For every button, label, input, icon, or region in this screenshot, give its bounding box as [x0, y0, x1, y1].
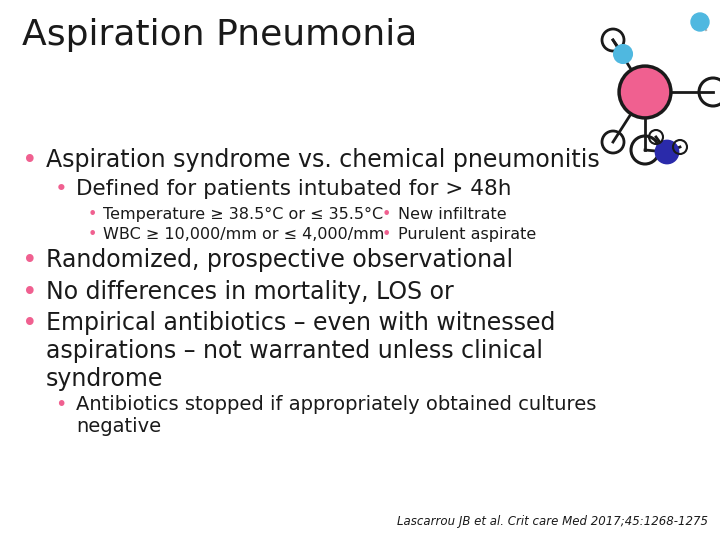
Text: New infiltrate: New infiltrate: [398, 207, 507, 221]
Text: No differences in mortality, LOS or: No differences in mortality, LOS or: [46, 280, 454, 303]
Text: Temperature ≥ 38.5°C or ≤ 35.5°C: Temperature ≥ 38.5°C or ≤ 35.5°C: [103, 207, 383, 221]
Text: •: •: [55, 395, 66, 414]
Circle shape: [619, 66, 671, 118]
Text: Aspiration Pneumonia: Aspiration Pneumonia: [22, 18, 418, 52]
Text: Antibiotics stopped if appropriately obtained cultures
negative: Antibiotics stopped if appropriately obt…: [76, 395, 596, 436]
Circle shape: [656, 141, 678, 163]
Text: Purulent aspirate: Purulent aspirate: [398, 227, 536, 242]
Text: WBC ≥ 10,000/mm or ≤ 4,000/mm: WBC ≥ 10,000/mm or ≤ 4,000/mm: [103, 227, 384, 242]
Text: •: •: [22, 311, 37, 337]
Text: •: •: [22, 248, 37, 274]
Text: •: •: [382, 207, 392, 221]
Circle shape: [614, 45, 632, 63]
Text: •: •: [22, 280, 37, 306]
Text: Aspiration syndrome vs. chemical pneumonitis: Aspiration syndrome vs. chemical pneumon…: [46, 148, 600, 172]
Circle shape: [691, 13, 709, 31]
Text: Empirical antibiotics – even with witnessed
aspirations – not warranted unless c: Empirical antibiotics – even with witnes…: [46, 311, 555, 390]
Text: Lascarrou JB et al. Crit care Med 2017;45:1268-1275: Lascarrou JB et al. Crit care Med 2017;4…: [397, 515, 708, 528]
Text: •: •: [22, 148, 37, 174]
Text: Randomized, prospective observational: Randomized, prospective observational: [46, 248, 513, 272]
Text: •: •: [55, 179, 68, 199]
Text: •: •: [382, 227, 392, 242]
Text: Defined for patients intubated for > 48h: Defined for patients intubated for > 48h: [76, 179, 511, 199]
Text: •: •: [88, 227, 97, 242]
Text: •: •: [88, 207, 97, 221]
